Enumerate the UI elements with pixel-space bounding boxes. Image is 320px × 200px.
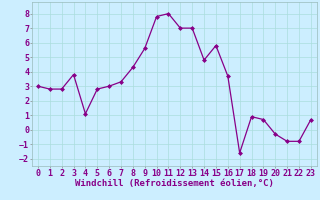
X-axis label: Windchill (Refroidissement éolien,°C): Windchill (Refroidissement éolien,°C) [75,179,274,188]
